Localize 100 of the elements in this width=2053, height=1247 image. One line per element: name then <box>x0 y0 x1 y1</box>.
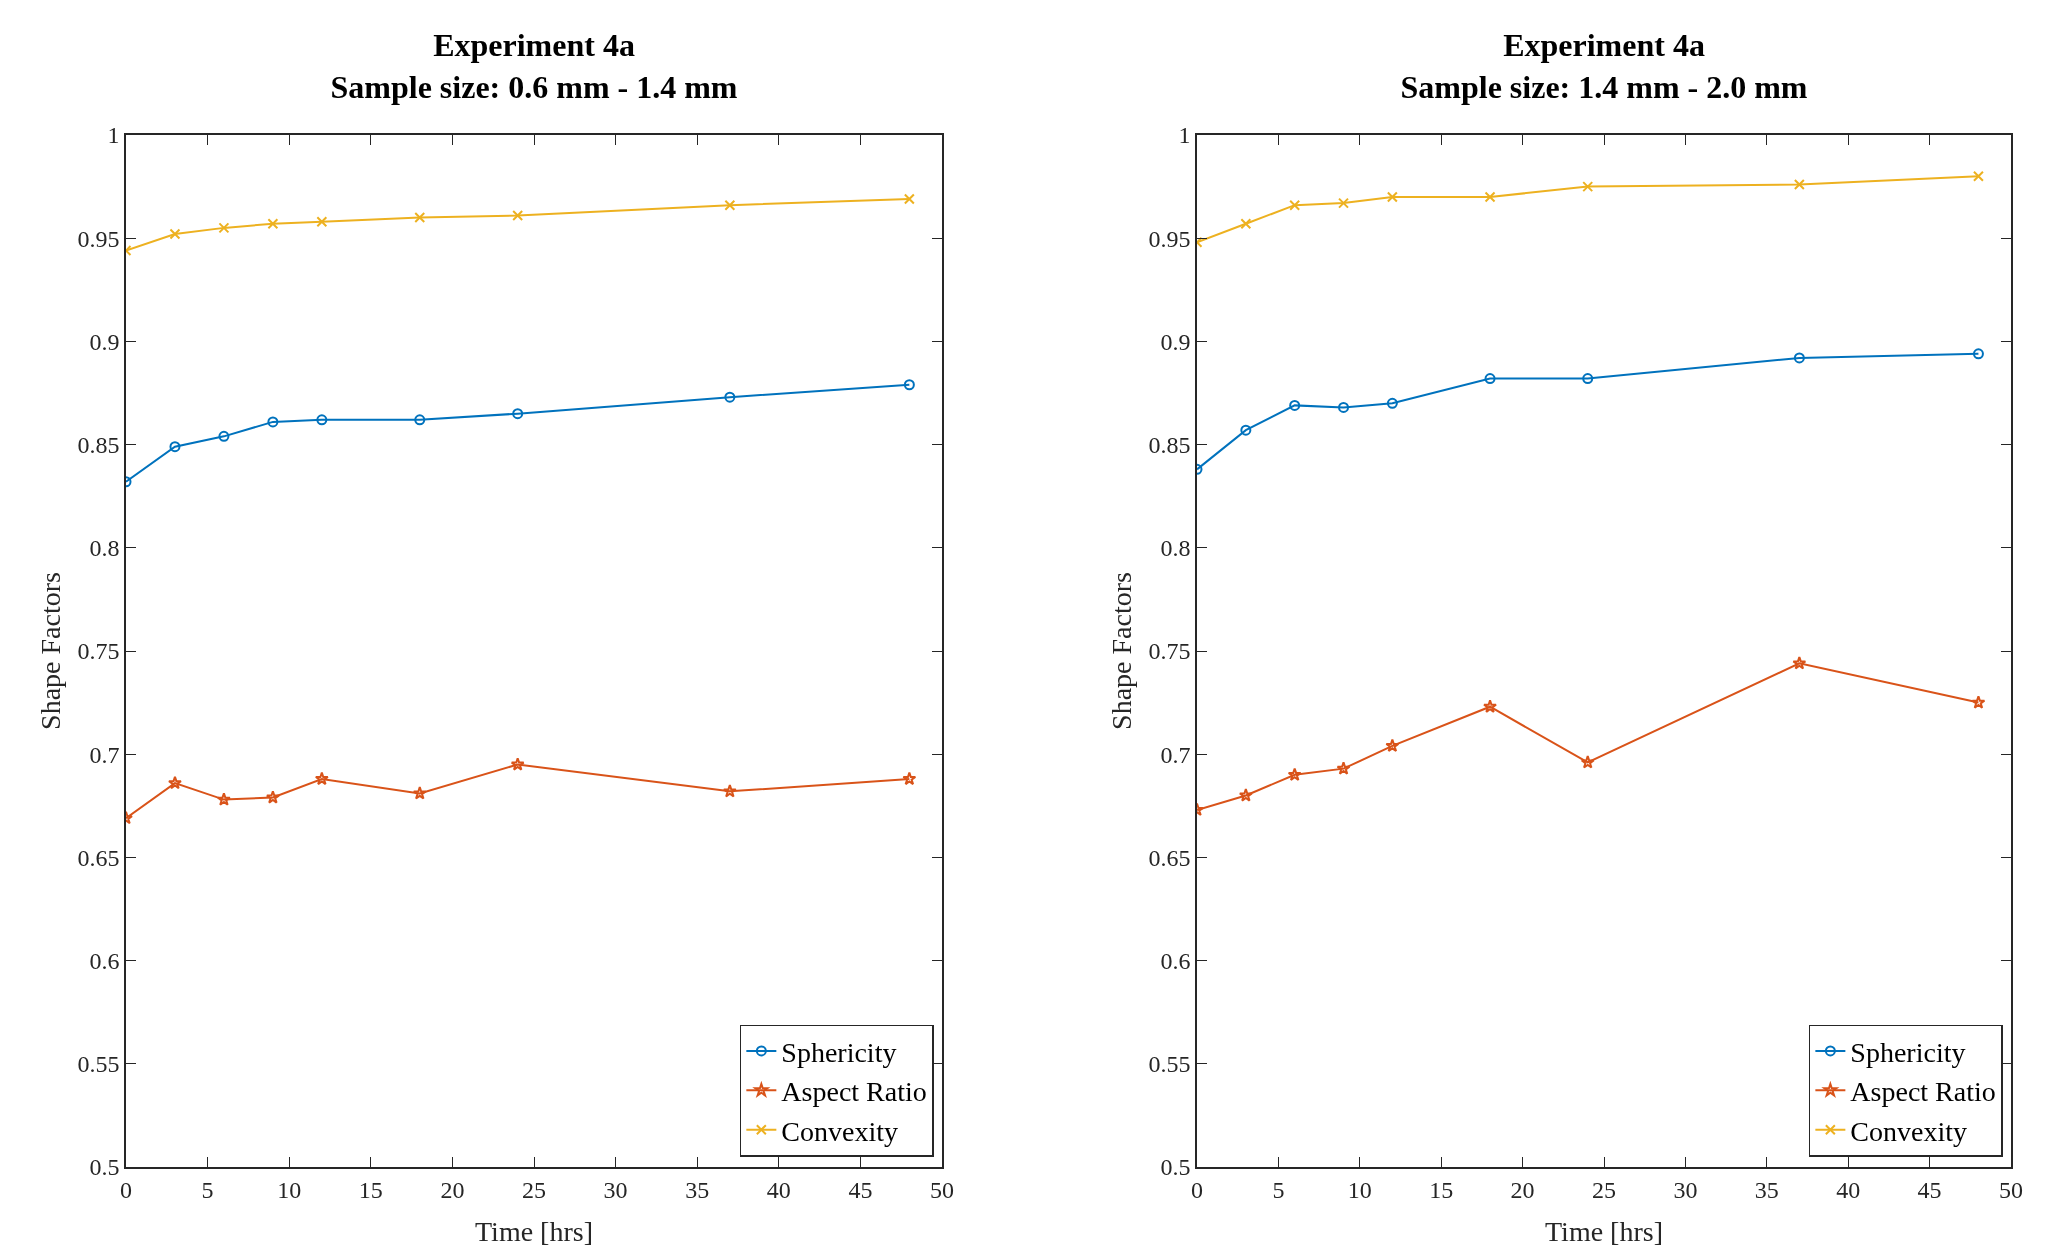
x-tick-label: 10 <box>1347 1176 1372 1203</box>
point <box>412 786 427 800</box>
y-tick-label: 0.5 <box>89 1154 120 1181</box>
chart-subtitle: Sample size: 0.6 mm - 1.4 mm <box>330 68 738 105</box>
y-tick-label: 0.6 <box>1160 948 1191 974</box>
point <box>169 228 181 240</box>
y-tick-label: 0.65 <box>77 844 120 871</box>
x-tick-label: 30 <box>1673 1176 1698 1203</box>
point <box>512 210 524 221</box>
point <box>1289 399 1301 411</box>
point <box>1386 397 1398 409</box>
point <box>1289 199 1301 211</box>
point <box>1240 424 1252 436</box>
x-tick-label: 50 <box>930 1176 954 1203</box>
legend-label: Sphericity <box>1850 1036 1966 1068</box>
chart-title: Experiment 4a <box>433 27 635 64</box>
point <box>1793 179 1805 191</box>
legend-label: Convexity <box>781 1115 899 1147</box>
point <box>1484 191 1496 203</box>
y-tick-label: 0.8 <box>1160 535 1191 562</box>
point <box>1386 191 1398 203</box>
point <box>314 771 329 786</box>
point <box>1972 170 1984 182</box>
y-tick-label: 1 <box>1178 122 1191 149</box>
y-tick-label: 0.85 <box>1148 432 1191 458</box>
x-tick-label: 25 <box>522 1176 546 1203</box>
y-tick-label: 0.8 <box>89 535 120 562</box>
y-tick-label: 0.65 <box>1148 844 1191 871</box>
point <box>1240 218 1252 230</box>
x-tick-label: 10 <box>277 1176 302 1203</box>
chart-subtitle: Sample size: 1.4 mm - 2.0 mm <box>1400 68 1808 105</box>
point <box>1287 767 1302 781</box>
point <box>316 216 328 228</box>
point <box>216 792 231 806</box>
y-tick-label: 0.5 <box>1160 1154 1191 1181</box>
point <box>1971 695 1986 709</box>
y-axis-title: Shape Factors <box>34 572 66 730</box>
point <box>1972 348 1984 360</box>
y-tick-label: 0.55 <box>1148 1051 1191 1078</box>
point <box>1385 738 1400 753</box>
point <box>724 199 736 211</box>
x-tick-label: 0 <box>1191 1176 1203 1203</box>
point <box>218 430 230 442</box>
x-tick-label: 20 <box>440 1176 465 1203</box>
point <box>267 416 279 428</box>
point <box>1484 373 1496 385</box>
x-tick-label: 40 <box>1836 1176 1861 1203</box>
point <box>414 212 426 224</box>
point <box>218 222 230 234</box>
point <box>903 379 915 391</box>
point <box>902 771 917 786</box>
point <box>512 408 524 420</box>
point <box>724 391 736 403</box>
x-axis-title: Time [hrs] <box>1545 1216 1663 1247</box>
point <box>1338 197 1350 209</box>
y-tick-label: 1 <box>107 122 120 149</box>
point <box>1792 656 1807 670</box>
legend-label: Sphericity <box>781 1036 897 1068</box>
y-tick-label: 0.75 <box>77 638 120 665</box>
point <box>1338 401 1350 413</box>
point <box>1238 788 1253 802</box>
y-tick-label: 0.7 <box>89 741 120 768</box>
point <box>267 218 279 230</box>
point <box>903 193 915 205</box>
point <box>265 790 280 804</box>
x-tick-label: 20 <box>1510 1176 1535 1203</box>
point <box>1336 761 1351 775</box>
y-tick-label: 0.75 <box>1148 638 1191 665</box>
y-axis-title: Shape Factors <box>1105 572 1137 730</box>
point <box>1580 755 1595 769</box>
point <box>414 414 426 426</box>
x-tick-label: 35 <box>685 1176 710 1203</box>
legend-label: Convexity <box>1850 1115 1968 1147</box>
legend-label: Aspect Ratio <box>781 1076 927 1108</box>
y-tick-label: 0.7 <box>1160 741 1191 768</box>
x-tick-label: 5 <box>1272 1176 1285 1203</box>
x-tick-label: 5 <box>201 1176 214 1203</box>
legend-label: Aspect Ratio <box>1850 1076 1996 1108</box>
y-tick-label: 0.95 <box>77 225 120 252</box>
chart-title: Experiment 4a <box>1503 27 1705 64</box>
y-tick-label: 0.55 <box>77 1051 120 1078</box>
x-tick-label: 40 <box>766 1176 791 1203</box>
y-tick-label: 0.95 <box>1148 225 1191 252</box>
x-tick-label: 45 <box>1917 1176 1942 1203</box>
x-tick-label: 50 <box>1999 1176 2023 1203</box>
point <box>1483 699 1498 713</box>
x-tick-label: 15 <box>358 1176 383 1203</box>
point <box>169 441 181 453</box>
point <box>1793 352 1805 364</box>
point <box>167 775 182 790</box>
x-tick-label: 15 <box>1429 1176 1454 1203</box>
x-tick-label: 25 <box>1592 1176 1616 1203</box>
y-tick-label: 0.9 <box>1160 328 1191 355</box>
y-tick-label: 0.85 <box>77 432 120 458</box>
point <box>1582 181 1594 193</box>
y-tick-label: 0.6 <box>89 948 120 974</box>
x-tick-label: 45 <box>848 1176 873 1203</box>
x-axis-title: Time [hrs] <box>475 1216 593 1247</box>
point <box>1582 373 1594 385</box>
point <box>510 757 525 771</box>
